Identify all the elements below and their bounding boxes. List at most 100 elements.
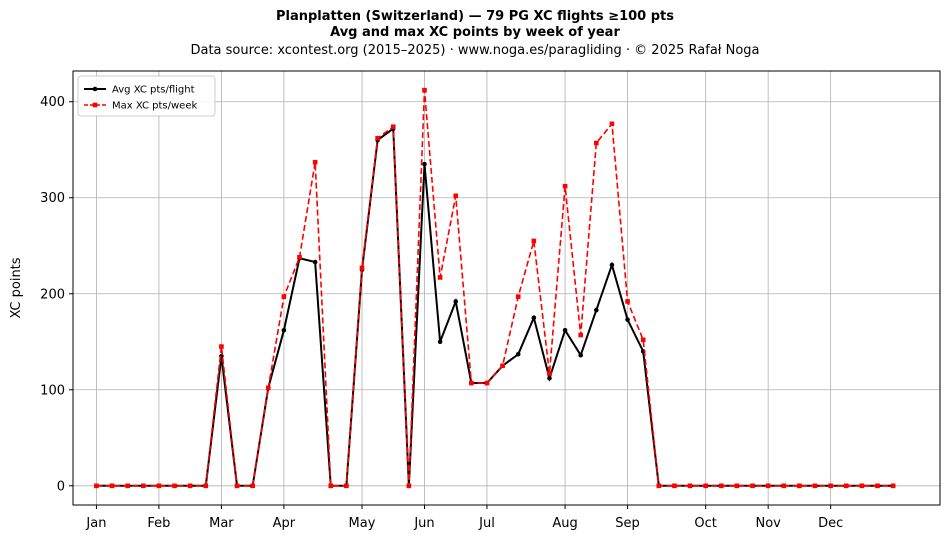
data-point-max	[890, 483, 896, 489]
data-point-max	[750, 483, 755, 489]
data-point-avg	[531, 315, 537, 321]
data-point-avg	[281, 327, 287, 333]
data-point-max	[422, 87, 427, 93]
data-point-max	[125, 483, 130, 489]
y-axis-label: XC points	[9, 257, 24, 318]
data-point-max	[640, 337, 646, 343]
data-point-max	[219, 344, 224, 349]
chart-title: Planplatten (Switzerland) — 79 PG XC fli…	[275, 9, 675, 24]
data-point-max	[312, 159, 318, 165]
y-tick-label: 0	[57, 479, 65, 494]
series-line-avg	[96, 126, 894, 487]
x-tick-label: May	[349, 516, 376, 531]
y-tick-label: 100	[40, 383, 65, 398]
data-point-max	[797, 483, 802, 489]
plot-frame	[72, 70, 941, 506]
legend-entry-label: Avg XC pts/flight	[112, 85, 195, 96]
data-point-max	[875, 483, 880, 489]
data-point-avg	[562, 327, 568, 333]
legend: Avg XC pts/flight Max XC pts/week	[77, 75, 216, 117]
data-point-max	[140, 483, 146, 489]
x-tick-label: Nov	[755, 516, 781, 531]
x-tick-label: Mar	[209, 516, 234, 531]
data-point-avg	[515, 351, 521, 357]
y-tick-label: 300	[40, 191, 65, 206]
data-point-max	[203, 483, 209, 489]
x-tick-label: Jan	[85, 516, 106, 531]
axes-layer: 0 100 200 300 400 Jan Feb Mar Apr May Jun Jul Aug Sep…	[9, 70, 941, 531]
data-point-avg	[547, 375, 552, 381]
legend-swatch-marker	[92, 102, 98, 108]
x-tick-label: Aug	[552, 516, 577, 531]
data-point-max	[437, 275, 443, 280]
data-point-max	[156, 483, 162, 489]
data-point-max	[812, 483, 818, 489]
data-point-avg	[625, 317, 630, 322]
series-layer	[94, 87, 896, 489]
data-point-max	[94, 483, 99, 489]
data-point-max	[578, 332, 584, 338]
data-point-max	[390, 124, 396, 129]
x-tick-label: Sep	[615, 516, 640, 531]
data-point-max	[672, 483, 677, 489]
data-point-max	[547, 371, 552, 376]
chart-source-line: Data source: xcontest.org (2015–2025) · …	[190, 43, 760, 58]
data-point-max	[859, 483, 865, 489]
data-point-max	[765, 483, 771, 489]
data-point-max	[562, 183, 568, 189]
data-point-max	[359, 265, 365, 271]
data-point-max	[594, 140, 599, 146]
legend-entry-label: Max XC pts/week	[112, 101, 197, 112]
data-point-avg	[609, 262, 615, 268]
data-point-max	[625, 299, 630, 304]
data-point-max	[469, 380, 474, 386]
data-point-max	[234, 483, 240, 489]
data-point-avg	[453, 299, 459, 304]
data-point-avg	[312, 259, 318, 265]
data-point-max	[375, 135, 380, 141]
data-point-max	[609, 121, 615, 127]
x-tick-label: Dec	[818, 516, 843, 531]
data-point-max	[344, 483, 349, 489]
y-tick-label: 400	[40, 95, 65, 110]
chart-subtitle: Avg and max XC points by week of year	[330, 25, 620, 40]
data-point-max	[265, 385, 271, 391]
data-point-max	[515, 294, 521, 299]
data-point-max	[500, 363, 505, 369]
data-point-max	[406, 483, 412, 489]
grid-layer	[73, 71, 940, 505]
x-tick-label: Jun	[413, 516, 434, 531]
data-point-max	[687, 483, 693, 489]
x-tick-label: Apr	[273, 516, 296, 531]
data-point-max	[484, 380, 490, 386]
data-point-max	[531, 238, 537, 244]
data-point-avg	[594, 307, 599, 313]
data-point-max	[328, 483, 334, 489]
data-point-max	[109, 483, 115, 489]
data-point-avg	[437, 339, 443, 345]
series-line-max	[96, 90, 894, 487]
data-point-max	[843, 483, 849, 489]
data-point-avg	[422, 161, 427, 167]
data-point-max	[281, 294, 287, 299]
legend-box	[77, 75, 216, 117]
x-tick-label: Oct	[694, 516, 716, 531]
data-point-max	[250, 483, 255, 489]
data-point-max	[828, 483, 833, 489]
data-point-max	[781, 483, 787, 489]
data-point-max	[172, 483, 177, 489]
y-tick-label: 200	[40, 287, 65, 302]
data-point-max	[734, 483, 740, 489]
data-point-max	[187, 483, 193, 489]
x-tick-label: Jul	[478, 516, 495, 531]
data-point-max	[453, 193, 459, 199]
data-point-max	[656, 483, 662, 489]
data-point-max	[718, 483, 724, 489]
data-point-max	[297, 254, 302, 260]
x-tick-label: Feb	[147, 516, 170, 531]
data-point-max	[703, 483, 708, 489]
data-point-avg	[578, 352, 584, 358]
legend-swatch-marker	[92, 86, 98, 92]
